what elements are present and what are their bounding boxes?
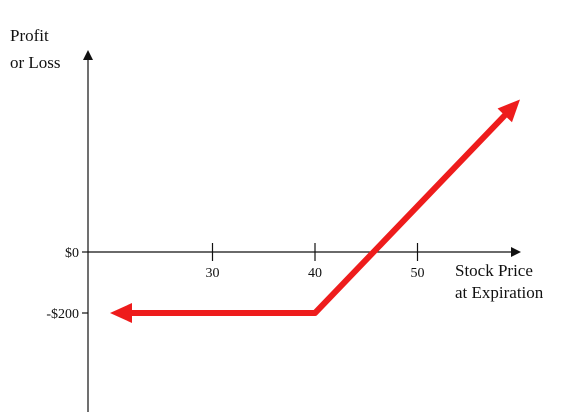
ticks: 30 40 50 $0 -$200 <box>46 243 425 322</box>
y-axis-title-line-2: or Loss <box>10 53 61 72</box>
y-tick-label: -$200 <box>46 307 79 322</box>
x-tick-label: 30 <box>206 266 220 281</box>
x-tick-label: 50 <box>411 266 425 281</box>
y-tick-label: $0 <box>65 246 79 261</box>
x-axis-title-line-2: at Expiration <box>455 283 544 302</box>
x-axis-title: Stock Price at Expiration <box>455 261 544 302</box>
payoff-right-arrowhead <box>497 99 520 123</box>
series <box>110 99 520 323</box>
payoff-left-arrowhead <box>110 303 132 323</box>
x-axis-title-line-1: Stock Price <box>455 261 533 280</box>
axes <box>83 50 521 412</box>
y-axis-title: Profit or Loss <box>10 26 61 72</box>
payoff-line <box>130 111 509 316</box>
x-tick-label: 40 <box>308 266 322 281</box>
y-axis-title-line-1: Profit <box>10 26 49 45</box>
